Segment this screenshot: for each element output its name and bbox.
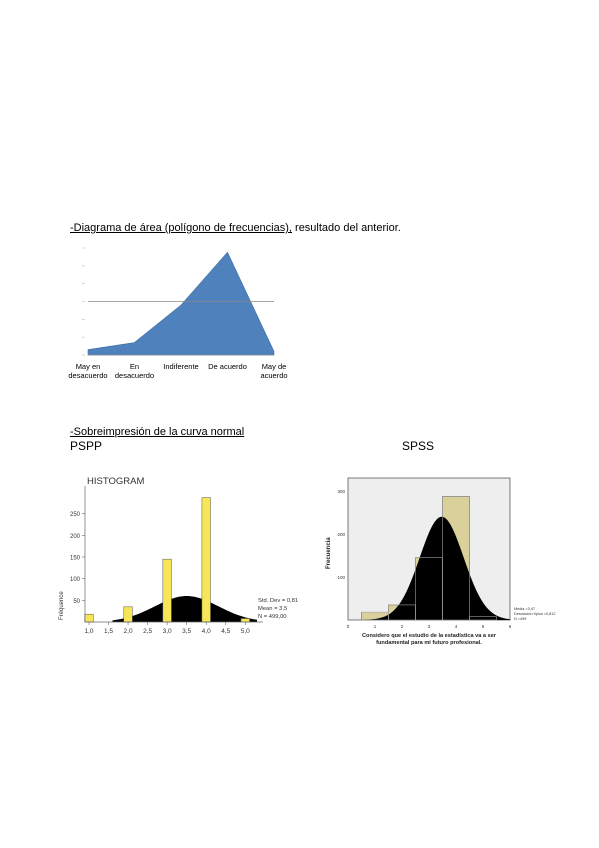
pspp-title: HISTOGRAM bbox=[87, 476, 144, 487]
area-category-line: desacuerdo bbox=[68, 371, 108, 380]
area-category-label: May de acuerdo bbox=[249, 362, 299, 380]
spss-x-tick-label: 0 bbox=[347, 624, 350, 629]
area-category-label: En desacuerdo bbox=[110, 362, 160, 380]
pspp-x-tick-label: 1,0 bbox=[84, 628, 93, 635]
pspp-x-tick-label: 5,0 bbox=[241, 628, 250, 635]
area-category-label: May en desacuerdo bbox=[63, 362, 113, 380]
spss-bar-outline bbox=[442, 496, 470, 621]
spss-y-label: Frecuencia bbox=[326, 537, 332, 569]
area-category-line: desacuerdo bbox=[114, 371, 155, 380]
spss-x-label: fundamental para mi futuro profesional. bbox=[376, 640, 482, 646]
pspp-x-tick-label: 1,5 bbox=[104, 628, 113, 635]
spss-y-tick-label: 100 bbox=[337, 575, 345, 580]
area-category-line: En bbox=[129, 362, 140, 371]
area-category-line: May de bbox=[261, 362, 287, 371]
pspp-y-tick-label: 150 bbox=[70, 556, 81, 562]
area-series bbox=[87, 251, 275, 356]
pspp-x-tick-label: 2,5 bbox=[143, 628, 152, 635]
spss-y-tick-label: 300 bbox=[337, 489, 345, 494]
pspp-normal-curve bbox=[112, 596, 257, 622]
pspp-stat: Std. Dev = 0,81 bbox=[258, 598, 298, 604]
spss-stat: Desviación típica =0,812 bbox=[514, 612, 555, 616]
spss-x-label: Considero que el estudio de la estadísti… bbox=[362, 633, 497, 639]
spss-bar-outline bbox=[469, 616, 497, 621]
pspp-bar bbox=[240, 618, 250, 623]
pspp-label: PSPP bbox=[70, 439, 103, 453]
pspp-bar bbox=[201, 497, 211, 623]
spss-label: SPSS bbox=[402, 439, 435, 453]
pspp-y-tick-label: 200 bbox=[70, 534, 81, 540]
area-category-line: Indiferente bbox=[163, 362, 199, 371]
pspp-y-tick-label: 50 bbox=[73, 599, 80, 605]
spss-x-tick-label: 2 bbox=[401, 624, 404, 629]
spss-y-tick-label: 200 bbox=[337, 532, 345, 537]
spss-x-tick-label: 1 bbox=[374, 624, 377, 629]
pspp-bar bbox=[123, 606, 133, 623]
pspp-y-label: Fréquence bbox=[59, 591, 65, 620]
pspp-y-tick-label: 250 bbox=[70, 512, 81, 518]
spss-histogram: 100 200 300 0 1 2 3 4 5 6 Frecuencia Considero que … bbox=[326, 477, 555, 646]
spss-normal-curve bbox=[364, 516, 510, 620]
pspp-y-tick-label: 100 bbox=[70, 577, 81, 583]
spss-x-tick-label: 6 bbox=[509, 624, 512, 629]
normal-curve-heading: -Sobreimpresión de la curva normal bbox=[70, 426, 245, 438]
pspp-x-tick-label: 4,0 bbox=[202, 628, 211, 635]
area-category-line: acuerdo bbox=[260, 371, 288, 380]
pspp-bar bbox=[84, 613, 94, 623]
pspp-x-tick-label: 4,5 bbox=[221, 628, 230, 635]
pspp-stat: N = 499,00 bbox=[258, 614, 287, 620]
area-chart-heading: -Diagrama de área (polígono de frecuenci… bbox=[70, 222, 401, 234]
pspp-x-tick-label: 3,5 bbox=[182, 628, 191, 635]
area-category-line: May en bbox=[75, 362, 101, 371]
pspp-x-tick-label: 2,0 bbox=[124, 628, 133, 635]
spss-x-tick-label: 3 bbox=[428, 624, 431, 629]
spss-x-tick-label: 5 bbox=[482, 624, 485, 629]
area-category-label: Indiferente bbox=[156, 362, 206, 371]
pspp-x-tick-label: 3,0 bbox=[163, 628, 172, 635]
area-chart bbox=[82, 247, 275, 356]
spss-stat: Media =3,47 bbox=[514, 607, 535, 611]
pspp-bar bbox=[162, 558, 172, 623]
area-chart-heading-rest: resultado del anterior. bbox=[291, 222, 401, 234]
spss-stat: N =499 bbox=[514, 617, 526, 621]
area-category-label: De acuerdo bbox=[203, 362, 253, 371]
pspp-histogram: HISTOGRAM 50 100 150 200 250 1,0 1,5 2,0 2,5 3,0 3,… bbox=[59, 476, 298, 635]
spss-x-tick-label: 4 bbox=[455, 624, 458, 629]
pspp-stat: Mean = 3,5 bbox=[258, 606, 287, 612]
area-chart-heading-underlined: -Diagrama de área (polígono de frecuenci… bbox=[70, 222, 292, 234]
area-category-line: De acuerdo bbox=[208, 362, 247, 371]
